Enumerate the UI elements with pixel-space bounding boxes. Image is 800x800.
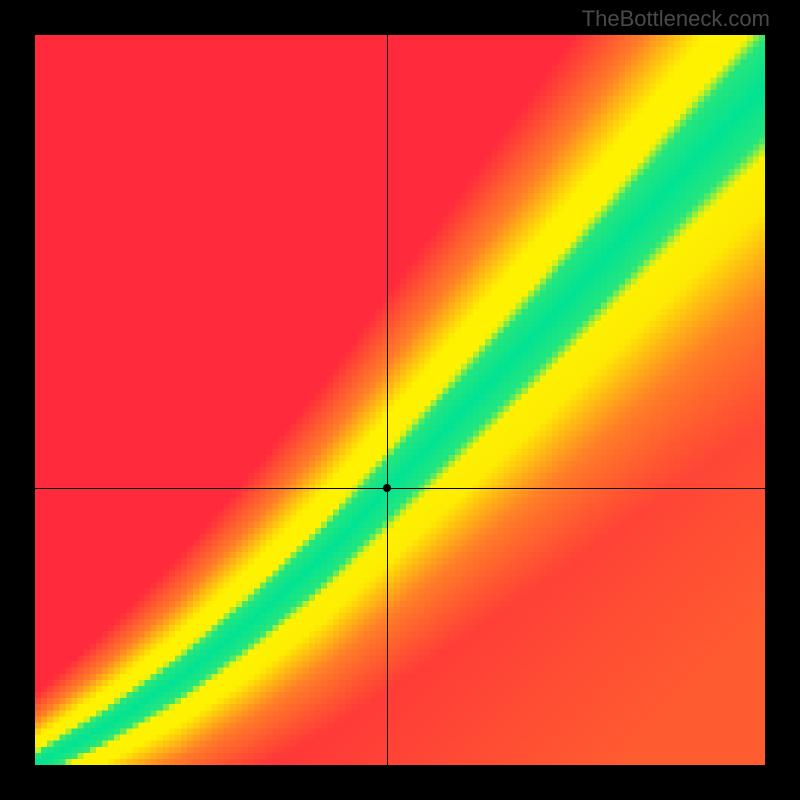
crosshair-horizontal [35,488,765,489]
watermark-text: TheBottleneck.com [582,6,770,32]
heatmap-canvas [35,35,765,765]
data-point-marker [383,484,391,492]
crosshair-vertical [387,35,388,765]
plot-area [35,35,765,765]
